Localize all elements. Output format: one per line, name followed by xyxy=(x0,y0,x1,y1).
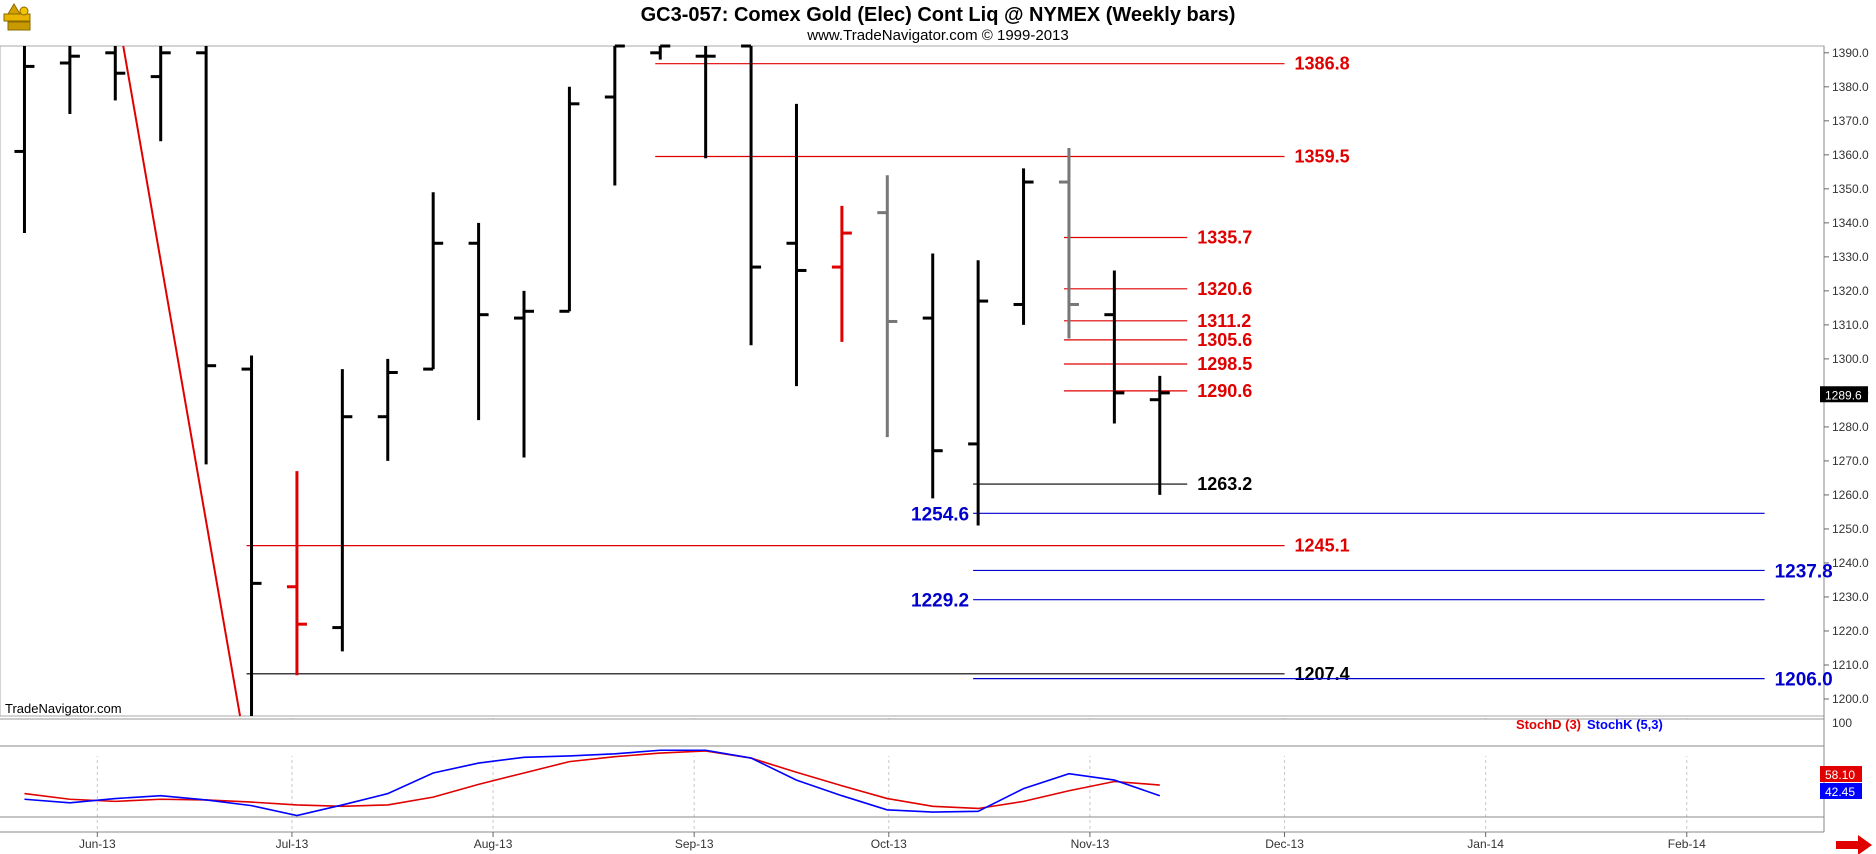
ohlc-bar xyxy=(1058,148,1079,339)
stochd-line xyxy=(24,750,1160,810)
ohlc-bar xyxy=(695,46,716,159)
level-label: 1335.7 xyxy=(1197,227,1252,247)
ohlc-bar xyxy=(1013,168,1034,325)
red-right-arrow-icon[interactable] xyxy=(1836,835,1872,854)
legend-strip xyxy=(0,719,1824,756)
level-label: 1245.1 xyxy=(1295,536,1350,556)
ohlc-bar xyxy=(468,222,489,421)
level-label: 1386.8 xyxy=(1295,54,1350,74)
y-tick-label: 1320.0 xyxy=(1832,284,1869,298)
ohlc-bar xyxy=(286,471,307,676)
ohlc-bar xyxy=(650,44,671,60)
panel-frames xyxy=(0,45,1825,833)
trendline xyxy=(122,45,242,717)
stochk-value-tag xyxy=(1820,783,1862,799)
ohlc-bar xyxy=(150,46,171,142)
y-tick-label: 1380.0 xyxy=(1832,80,1869,94)
ohlc-bar xyxy=(786,103,807,387)
price-axis: 1390.0 1380.0 1370.0 1360.0 1350.0 1340.0 1330… xyxy=(1820,46,1869,706)
stochastic-panel: 100 58.10 42.45 xyxy=(24,716,1862,817)
ohlc-bar xyxy=(514,290,535,458)
ohlc-bar xyxy=(14,46,35,234)
ohlc-bar xyxy=(105,46,126,101)
y-tick-label: 1360.0 xyxy=(1832,148,1869,162)
ohlc-bar xyxy=(559,86,580,313)
stochk-value-label: 42.45 xyxy=(1825,785,1855,799)
y-tick-label: 1310.0 xyxy=(1832,318,1869,332)
y-tick-label: 1200.0 xyxy=(1832,692,1869,706)
y-tick-label: 1370.0 xyxy=(1832,114,1869,128)
level-label: 1229.2 xyxy=(911,591,969,612)
x-tick-label: Jul-13 xyxy=(276,837,309,851)
y-tick-label: 1220.0 xyxy=(1832,624,1869,638)
price-panel-frame xyxy=(0,45,1825,717)
x-tick-label: Jun-13 xyxy=(79,837,116,851)
ohlc-bar xyxy=(241,355,262,716)
stoch-tick-label: 100 xyxy=(1832,716,1852,730)
y-tick-label: 1240.0 xyxy=(1832,556,1869,570)
x-tick-label: Feb-14 xyxy=(1668,837,1706,851)
ohlc-bar xyxy=(1149,375,1170,495)
y-tick-label: 1300.0 xyxy=(1832,352,1869,366)
ohlc-bar xyxy=(922,253,943,499)
level-label: 1290.6 xyxy=(1197,381,1252,401)
ohlc-bar xyxy=(1104,270,1125,424)
y-tick-label: 1340.0 xyxy=(1832,216,1869,230)
stochd-value-label: 58.10 xyxy=(1825,768,1855,782)
y-tick-label: 1260.0 xyxy=(1832,488,1869,502)
level-label: 1305.6 xyxy=(1197,330,1252,350)
watermark-text: TradeNavigator.com xyxy=(5,701,122,716)
y-tick-label: 1280.0 xyxy=(1832,420,1869,434)
ohlc-bar xyxy=(59,46,80,115)
x-tick-label: Sep-13 xyxy=(675,837,714,851)
trade-navigator-logo-icon xyxy=(3,3,31,31)
x-tick-label: Dec-13 xyxy=(1265,837,1304,851)
stochk-line xyxy=(24,749,1161,817)
y-tick-label: 1210.0 xyxy=(1832,658,1869,672)
y-tick-label: 1270.0 xyxy=(1832,454,1869,468)
legend-stochk: StochK (5,3) xyxy=(1587,717,1663,732)
level-label: 1359.5 xyxy=(1295,147,1350,167)
x-tick-label: Oct-13 xyxy=(871,837,907,851)
y-tick-label: 1350.0 xyxy=(1832,182,1869,196)
ohlc-bar xyxy=(423,192,444,371)
x-tick-label: Aug-13 xyxy=(474,837,513,851)
x-tick-label: Jan-14 xyxy=(1467,837,1504,851)
price-bars xyxy=(14,44,1170,716)
level-label: 1298.5 xyxy=(1197,354,1252,374)
ohlc-bar xyxy=(877,175,898,438)
level-label: 1311.2 xyxy=(1197,311,1251,331)
ohlc-bar xyxy=(968,260,989,526)
ohlc-bar xyxy=(332,369,353,652)
level-label: 1254.6 xyxy=(911,504,969,525)
ohlc-bar xyxy=(604,44,625,186)
ohlc-bar xyxy=(831,205,852,342)
y-tick-label: 1330.0 xyxy=(1832,250,1869,264)
level-label: 1207.4 xyxy=(1295,664,1350,684)
ohlc-bar xyxy=(196,46,217,465)
level-label: 1320.6 xyxy=(1197,279,1252,299)
date-axis: Jun-13 Jul-13 Aug-13 Sep-13 Oct-13 Nov-13 Dec-… xyxy=(79,832,1706,851)
downtrend-line xyxy=(122,45,242,717)
chart-title: GC3-057: Comex Gold (Elec) Cont Liq @ NY… xyxy=(641,4,1236,26)
ohlc-bar xyxy=(741,44,762,346)
level-label: 1237.8 xyxy=(1775,561,1833,582)
last-price-label: 1289.6 xyxy=(1825,388,1862,402)
ohlc-bar xyxy=(377,358,398,461)
y-tick-label: 1390.0 xyxy=(1832,46,1869,60)
legend-stochd: StochD (3) xyxy=(1516,717,1581,732)
chart-subtitle: www.TradeNavigator.com © 1999-2013 xyxy=(806,27,1068,44)
x-tick-label: Nov-13 xyxy=(1071,837,1110,851)
y-tick-label: 1250.0 xyxy=(1832,522,1869,536)
last-price-tag xyxy=(1820,386,1868,403)
level-label: 1263.2 xyxy=(1197,474,1252,494)
y-tick-label: 1230.0 xyxy=(1832,590,1869,604)
level-label: 1206.0 xyxy=(1775,670,1833,691)
stochd-value-tag xyxy=(1820,766,1862,782)
